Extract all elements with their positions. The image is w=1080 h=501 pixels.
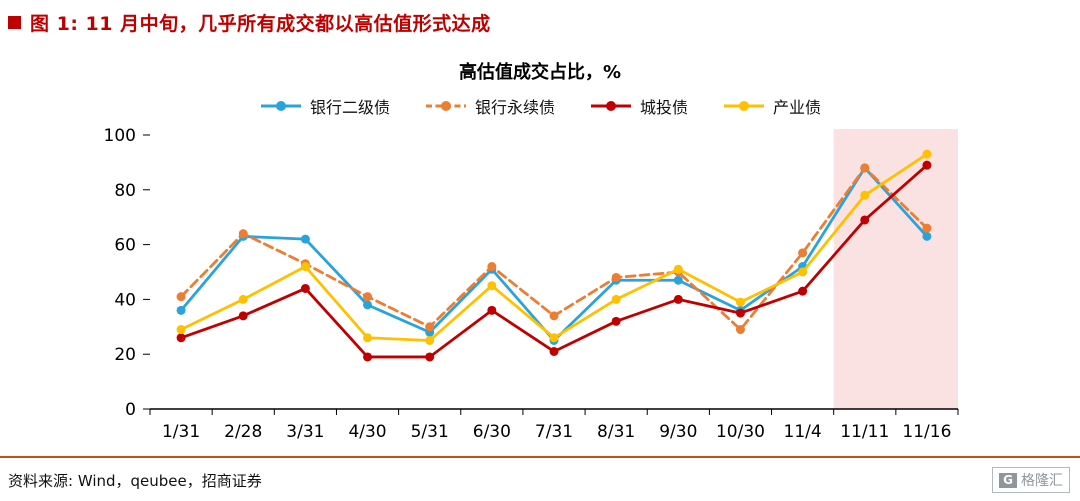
legend-item: 产业债: [722, 94, 821, 118]
line-chart-svg: 0 20 40 60 80 100 1/31 2/28 3/31 4/30 5/31 6/30 7/31…: [104, 126, 959, 442]
footer-block: 资料来源: Wind，qeubee，招商证券 G 格隆汇: [0, 456, 1080, 501]
x-tick-label: 7/31: [535, 422, 573, 442]
legend-swatch: [260, 101, 301, 111]
y-tick-label: 0: [125, 400, 136, 420]
series-marker: [549, 346, 559, 356]
series-marker: [176, 325, 186, 335]
legend-swatch: [425, 101, 466, 111]
series-marker: [611, 294, 621, 304]
series-marker: [176, 305, 186, 315]
series-marker: [238, 229, 248, 239]
series-marker: [176, 333, 186, 343]
line-chart: 0 20 40 60 80 100 1/31 2/28 3/31 4/30 5/31 6/30 7/31…: [0, 121, 1080, 456]
legend-swatch: [724, 101, 765, 111]
series-marker: [735, 297, 745, 307]
series-marker: [611, 316, 621, 326]
series-marker: [860, 163, 870, 173]
series-marker: [238, 294, 248, 304]
figure-header: 图 1: 11 月中旬，几乎所有成交都以高估值形式达成: [0, 0, 1080, 42]
legend-swatch: [591, 101, 631, 111]
x-tick-label: 9/30: [659, 422, 697, 442]
series-marker: [922, 223, 932, 233]
series-marker: [673, 275, 683, 285]
source-text: 资料来源: Wind，qeubee，招商证券: [8, 471, 262, 490]
chart-title: 高估值成交占比，%: [458, 62, 622, 83]
series-marker: [487, 281, 497, 291]
series-marker: [735, 308, 745, 318]
series-marker: [611, 272, 621, 282]
legend-item: 城投债: [589, 94, 688, 118]
series-marker: [549, 311, 559, 321]
series-marker: [425, 352, 435, 362]
series-marker: [300, 283, 310, 293]
legend-label: 银行二级债: [309, 98, 390, 117]
series-marker: [798, 286, 808, 296]
series-marker: [487, 262, 497, 272]
series-marker: [238, 311, 248, 321]
header-square-marker: [8, 16, 21, 29]
x-tick-label: 1/31: [162, 422, 200, 442]
series-marker: [300, 262, 310, 272]
series-marker: [549, 333, 559, 343]
series-marker: [176, 292, 186, 302]
chart-legend: 银行二级债 银行永续债 城投债 产业债: [0, 94, 1080, 118]
x-tick-label: 2/28: [224, 422, 262, 442]
gelonghui-logo: G 格隆汇: [992, 467, 1070, 493]
x-tick-label: 4/30: [348, 422, 386, 442]
series-marker: [363, 333, 373, 343]
y-tick-label: 20: [114, 345, 136, 365]
series-marker: [487, 305, 497, 315]
x-tick-label: 6/30: [473, 422, 511, 442]
series-marker: [922, 160, 932, 170]
series-marker: [798, 267, 808, 277]
x-tick-label: 11/11: [840, 422, 889, 442]
series-marker: [860, 215, 870, 225]
series-marker: [425, 336, 435, 345]
footer: 资料来源: Wind，qeubee，招商证券 G 格隆汇: [0, 458, 1080, 493]
x-tick-label: 8/31: [597, 422, 635, 442]
figure-title: 图 1: 11 月中旬，几乎所有成交都以高估值形式达成: [30, 13, 491, 35]
series-marker: [922, 231, 932, 241]
series-marker: [860, 190, 870, 200]
series-marker: [300, 234, 310, 244]
legend-item: 银行永续债: [424, 94, 555, 118]
x-tick-label: 3/31: [286, 422, 324, 442]
series-marker: [735, 325, 745, 335]
logo-g-icon: G: [999, 472, 1017, 488]
series-marker: [922, 149, 932, 159]
x-tick-label: 11/16: [902, 422, 951, 442]
series-marker: [798, 248, 808, 258]
series-marker: [363, 352, 373, 362]
legend-item: 银行二级债: [259, 94, 390, 118]
highlight-region: [833, 129, 958, 409]
series-marker: [363, 300, 373, 310]
series-marker: [363, 292, 373, 302]
legend-label: 银行永续债: [474, 98, 555, 117]
legend-label: 城投债: [640, 98, 689, 117]
y-tick-label: 40: [114, 290, 136, 310]
logo-text: 格隆汇: [1021, 473, 1063, 489]
series-marker: [425, 322, 435, 332]
x-tick-label: 11/4: [784, 422, 822, 442]
x-tick-label: 5/31: [411, 422, 449, 442]
y-tick-label: 80: [114, 181, 136, 201]
footer-divider: [0, 456, 1080, 458]
series-marker: [673, 264, 683, 274]
series-line: [179, 163, 929, 359]
y-tick-label: 100: [104, 126, 136, 146]
series-marker: [673, 294, 683, 304]
y-tick-label: 60: [114, 236, 136, 256]
x-tick-label: 10/30: [716, 422, 765, 442]
legend-label: 产业债: [773, 98, 822, 117]
